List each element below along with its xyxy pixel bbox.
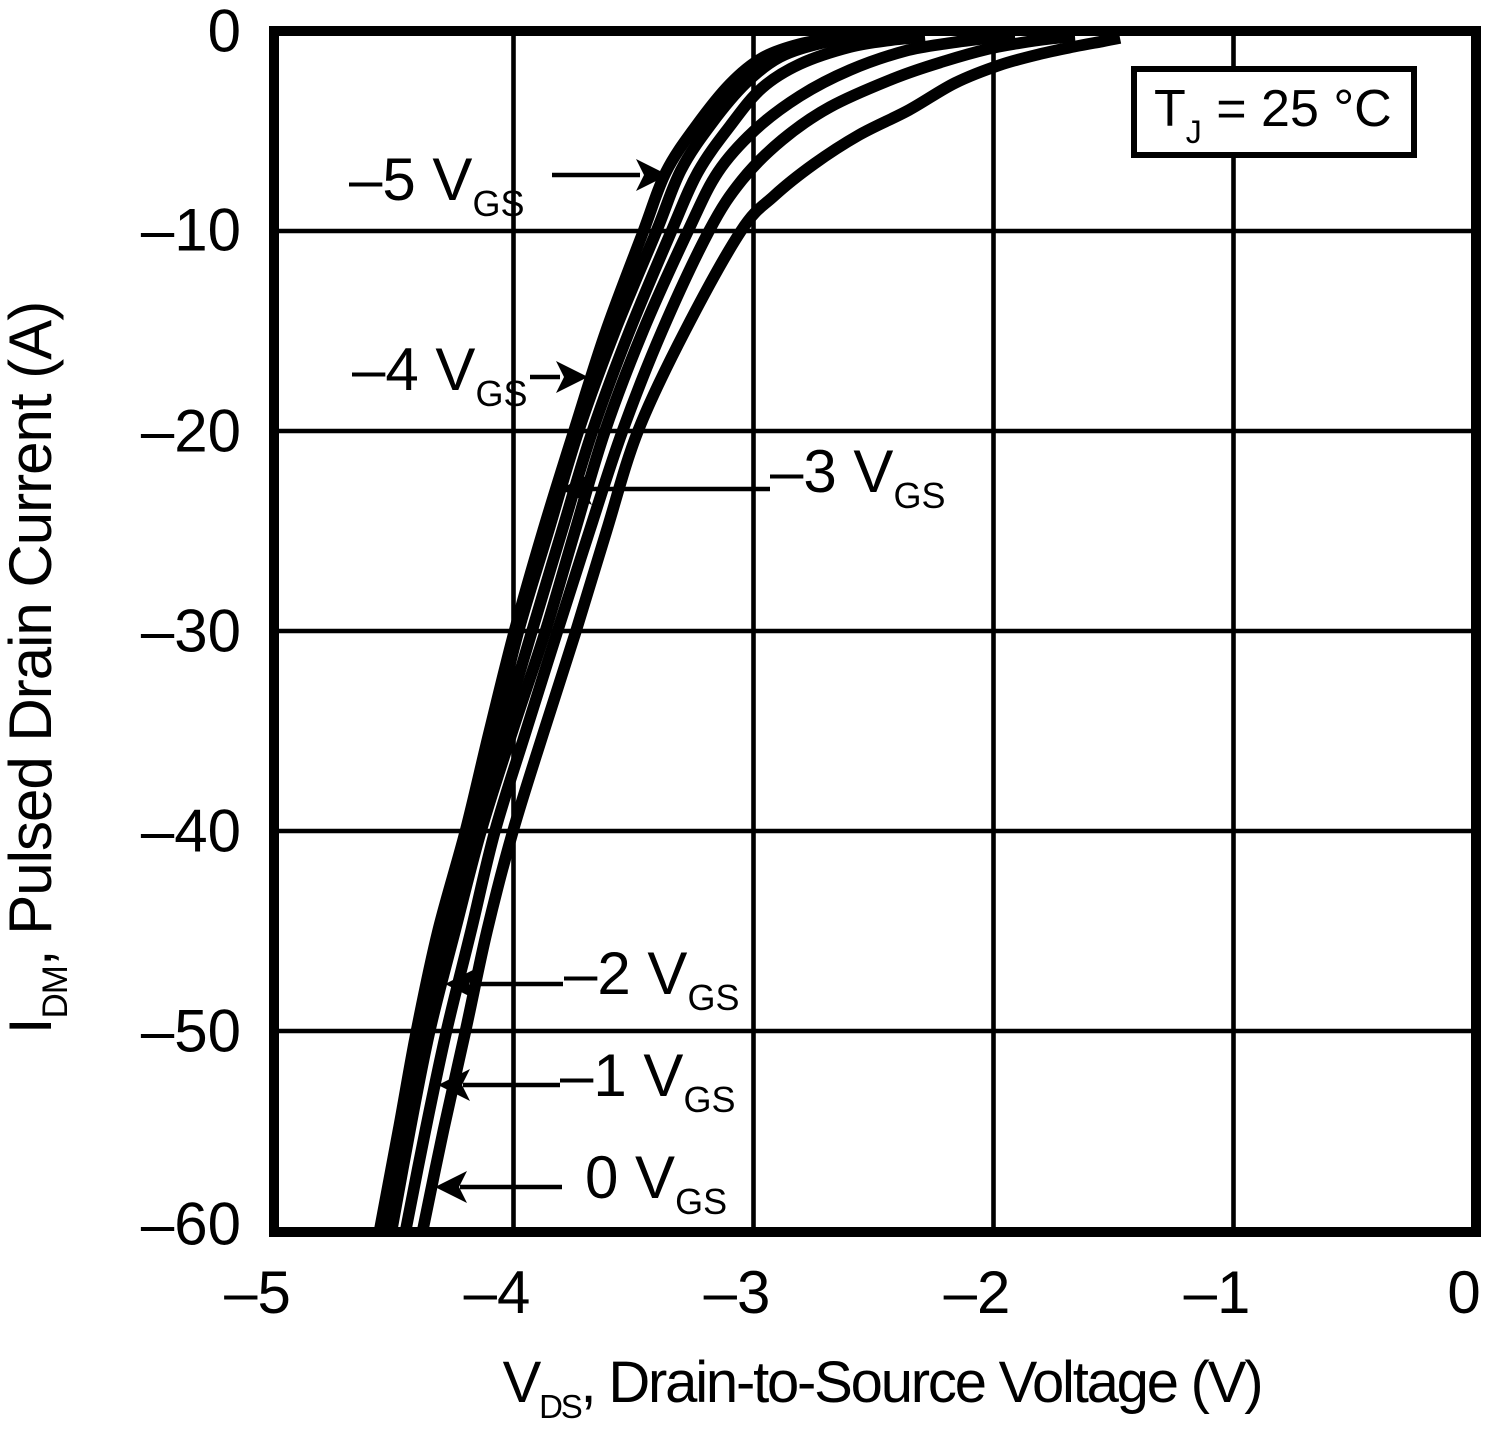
svg-text:–20: –20: [141, 398, 241, 465]
svg-text:–10: –10: [141, 197, 241, 264]
svg-text:0: 0: [208, 0, 241, 65]
svg-text:–2: –2: [944, 1259, 1011, 1326]
svg-text:–4: –4: [464, 1259, 531, 1326]
svg-text:–3 VGS: –3 VGS: [770, 438, 945, 516]
svg-text:0: 0: [1447, 1259, 1480, 1326]
svg-text:VDS, Drain-to-Source Voltage (: VDS, Drain-to-Source Voltage (V): [503, 1350, 1262, 1425]
svg-text:–5: –5: [224, 1259, 291, 1326]
svg-text:–30: –30: [141, 598, 241, 665]
svg-text:–50: –50: [141, 998, 241, 1065]
svg-text:–1: –1: [1184, 1259, 1251, 1326]
svg-text:–3: –3: [704, 1259, 771, 1326]
svg-text:–2 VGS: –2 VGS: [564, 940, 739, 1018]
svg-text:0 VGS: 0 VGS: [585, 1144, 727, 1222]
svg-text:–40: –40: [141, 798, 241, 865]
svg-text:–60: –60: [141, 1191, 241, 1258]
svg-text:IDM, Pulsed Drain Current (A): IDM, Pulsed Drain Current (A): [0, 302, 75, 1034]
